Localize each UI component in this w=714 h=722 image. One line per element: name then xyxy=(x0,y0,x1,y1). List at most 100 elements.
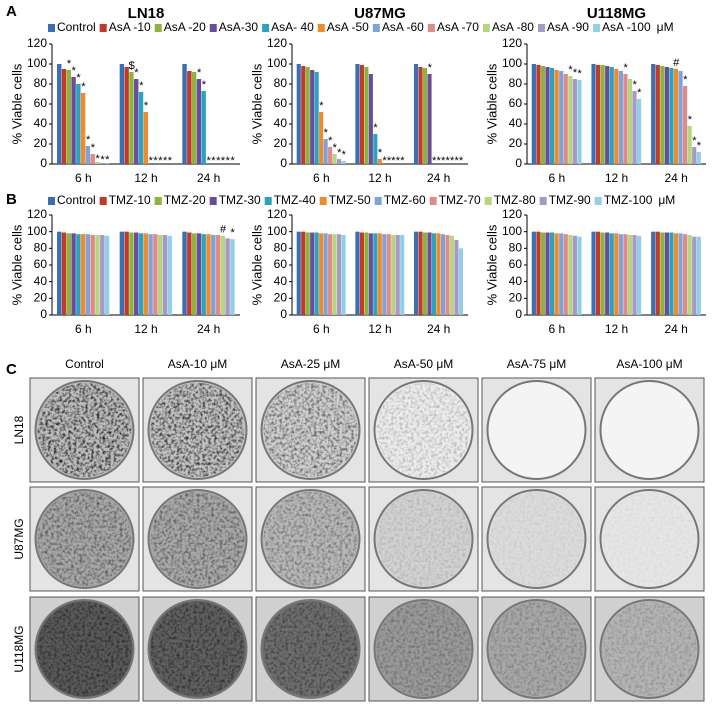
y-tick-label: 40 xyxy=(274,274,288,288)
y-tick-label: 0 xyxy=(515,307,522,321)
bar xyxy=(683,86,688,164)
bar xyxy=(609,67,614,164)
bar-annotation: * xyxy=(633,79,638,91)
bar-annotation: # xyxy=(220,224,227,236)
cell-colonies xyxy=(601,491,698,587)
legend-label: AsA -60 xyxy=(382,20,424,34)
bar xyxy=(536,231,541,315)
legend-swatch xyxy=(154,197,162,205)
legend-swatch xyxy=(317,24,325,32)
bar xyxy=(182,64,187,164)
bar xyxy=(623,234,628,315)
column-header: AsA-100 μM xyxy=(616,357,682,371)
bar-annotation: * xyxy=(230,227,235,239)
y-tick-label: 80 xyxy=(509,241,523,255)
legend-swatch xyxy=(539,197,547,205)
bar-annotation: * xyxy=(230,155,235,167)
bar xyxy=(314,232,319,315)
bar xyxy=(696,236,701,315)
bar xyxy=(377,159,382,164)
y-tick-label: 40 xyxy=(34,116,48,130)
bar-annotation: * xyxy=(577,68,582,80)
bar xyxy=(162,235,168,315)
bar xyxy=(138,233,144,315)
legend-label: Control xyxy=(57,20,96,34)
column-header: AsA-25 μM xyxy=(281,357,341,371)
bar xyxy=(157,235,163,315)
cell-colonies xyxy=(36,382,133,478)
legend-label: TMZ-100 xyxy=(604,193,653,207)
legend-label: AsA -90 xyxy=(547,20,589,34)
bar-annotation: * xyxy=(637,87,642,99)
bar-annotation: * xyxy=(134,67,139,79)
y-tick-label: 120 xyxy=(27,207,47,221)
cell-colonies xyxy=(375,601,472,697)
bar xyxy=(167,235,172,315)
y-tick-label: 120 xyxy=(267,207,287,221)
y-tick-label: 100 xyxy=(27,56,47,70)
y-axis-label: % Viable cells xyxy=(9,63,24,144)
legend-swatch xyxy=(427,24,435,32)
bar-annotation: * xyxy=(211,155,216,167)
legend-label: TMZ-50 xyxy=(329,193,371,207)
bar-annotation: * xyxy=(445,155,450,167)
bar xyxy=(364,232,369,315)
bar xyxy=(80,234,86,315)
bar xyxy=(368,233,373,315)
bar xyxy=(211,235,216,315)
bar-annotation: * xyxy=(105,154,110,166)
bar-annotation: * xyxy=(207,155,212,167)
bar xyxy=(458,248,463,315)
bar-annotation: * xyxy=(623,62,628,74)
bar xyxy=(531,231,536,315)
bar xyxy=(422,232,428,315)
bar xyxy=(673,233,679,315)
bar xyxy=(95,235,100,315)
bar xyxy=(319,112,324,164)
bar xyxy=(138,92,144,164)
cell-colonies xyxy=(601,601,698,697)
x-tick-label: 6 h xyxy=(75,171,92,185)
well xyxy=(599,380,700,480)
bar xyxy=(678,71,683,164)
bar xyxy=(391,235,396,315)
x-tick-label: 24 h xyxy=(427,322,450,336)
bar xyxy=(153,234,158,315)
y-tick-label: 0 xyxy=(280,156,287,170)
bar xyxy=(692,236,697,315)
y-axis-label: % Viable cells xyxy=(484,63,499,144)
bar xyxy=(577,236,582,315)
bar xyxy=(196,79,202,164)
bar xyxy=(201,234,206,315)
bar xyxy=(614,233,619,315)
x-tick-label: 6 h xyxy=(313,171,330,185)
cell-colonies xyxy=(149,601,246,697)
bar xyxy=(449,235,454,315)
bar xyxy=(95,162,100,164)
bar xyxy=(568,235,573,315)
bar xyxy=(85,146,91,164)
y-tick-label: 20 xyxy=(509,136,523,150)
bar-annotation: * xyxy=(333,142,338,154)
bar xyxy=(225,238,230,315)
bar xyxy=(341,161,346,164)
bar xyxy=(129,232,134,315)
cell-colonies xyxy=(36,491,133,587)
y-tick-label: 20 xyxy=(274,291,288,305)
bar-annotation: * xyxy=(692,135,697,147)
bar-annotation: * xyxy=(158,155,163,167)
bar xyxy=(187,71,192,164)
chart-title: U87MG xyxy=(354,5,406,22)
bar xyxy=(605,232,610,315)
bar xyxy=(536,65,541,164)
legend-label: TMZ-30 xyxy=(219,193,261,207)
x-tick-label: 12 h xyxy=(134,171,157,185)
bar xyxy=(591,231,596,315)
bar xyxy=(129,72,134,164)
y-axis-label: % Viable cells xyxy=(249,63,264,144)
legend-swatch xyxy=(99,197,107,205)
row-label: U118MG xyxy=(12,625,26,672)
legend-label: AsA -80 xyxy=(492,20,534,34)
x-tick-label: 12 h xyxy=(368,322,391,336)
